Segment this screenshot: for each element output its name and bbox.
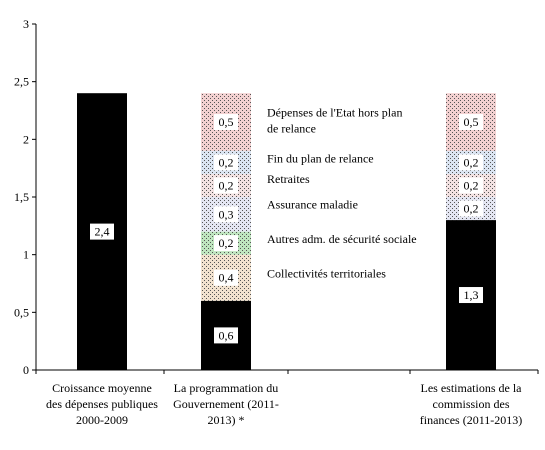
data-label: 0,4 <box>219 271 234 285</box>
y-tick-label: 1,5 <box>14 190 29 204</box>
annotation-label: Collectivités territoriales <box>267 267 386 281</box>
data-label-box <box>214 177 238 194</box>
category-label: Les estimations de la commission des finan… <box>420 381 523 427</box>
data-label: 0,2 <box>219 178 234 192</box>
y-tick-label: 3 <box>23 17 29 31</box>
data-label: 0,2 <box>219 236 234 250</box>
data-label-box <box>214 206 238 223</box>
data-label-box <box>214 269 238 286</box>
data-label: 0,5 <box>464 115 479 129</box>
data-label-box <box>214 154 238 171</box>
y-tick-label: 0 <box>23 363 29 377</box>
data-label-box <box>90 223 114 240</box>
data-label-box <box>459 287 483 304</box>
data-label-box <box>214 114 238 131</box>
data-label: 0,3 <box>219 207 234 221</box>
data-label-box <box>214 327 238 344</box>
chart-category-labels: Croissance moyenne des dépenses publiques… <box>46 381 522 427</box>
y-tick-label: 1 <box>23 248 29 262</box>
data-label: 0,2 <box>219 155 234 169</box>
data-label: 0,2 <box>464 155 479 169</box>
data-label: 1,3 <box>464 288 479 302</box>
y-tick-label: 2,5 <box>14 75 29 89</box>
data-label: 0,2 <box>464 202 479 216</box>
chart-data-labels: 2,4 0,6 0,4 0,2 0,3 0,2 0,2 0,5 1,3 0,2 0,2 0,2 0,5 <box>90 114 483 344</box>
data-label: 2,4 <box>95 225 110 239</box>
category-label: La programmation du Gouvernement (2011-20… <box>173 381 279 427</box>
data-label: 0,5 <box>219 115 234 129</box>
data-label: 0,2 <box>464 178 479 192</box>
annotation-label: Fin du plan de relance <box>267 151 374 165</box>
annotation-label: Dépenses de l'Etat hors plan de relance <box>267 105 402 135</box>
annotation-label: Assurance maladie <box>267 198 358 212</box>
annotation-label: Autres adm. de sécurité sociale <box>267 232 417 246</box>
annotation-label: Retraites <box>267 172 310 186</box>
data-label-box <box>459 200 483 217</box>
chart-annotations: Dépenses de l'Etat hors plan de relance Fi… <box>267 105 417 280</box>
category-label: Croissance moyenne des dépenses publiques… <box>46 381 158 427</box>
data-label-box <box>214 235 238 252</box>
data-label: 0,6 <box>219 328 234 342</box>
data-label-box <box>459 114 483 131</box>
y-tick-label: 2 <box>23 132 29 146</box>
y-tick-label: 0,5 <box>14 305 29 319</box>
data-label-box <box>459 154 483 171</box>
data-label-box <box>459 177 483 194</box>
